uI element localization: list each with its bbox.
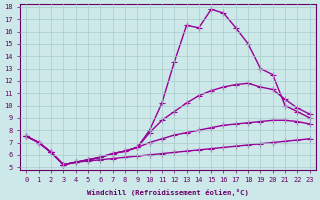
X-axis label: Windchill (Refroidissement éolien,°C): Windchill (Refroidissement éolien,°C) [87, 189, 249, 196]
